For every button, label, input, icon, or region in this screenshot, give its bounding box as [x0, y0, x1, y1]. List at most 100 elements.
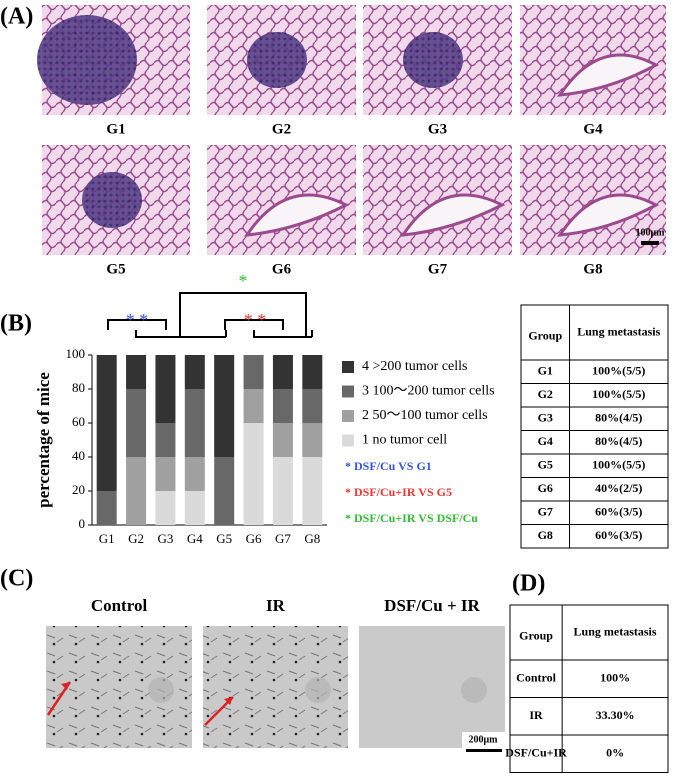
image-caption: Control [91, 596, 148, 615]
image-caption: G4 [583, 121, 603, 137]
image-caption: DSF/Cu + IR [384, 596, 480, 615]
table-cell: 60%(3/5) [595, 505, 642, 519]
bar-segment [155, 423, 176, 457]
airway [556, 53, 660, 97]
panel-label: (B) [0, 311, 32, 337]
bar-segment [243, 355, 264, 389]
significance-mark: * * [126, 310, 149, 330]
legend-label: 3 100～200 tumor cells [362, 384, 495, 399]
table-cell: 100%(5/5) [592, 364, 645, 378]
bar-segment [214, 457, 235, 525]
table-cell: 0% [606, 746, 624, 760]
scale-bar-bg [462, 732, 505, 748]
table-cell: 80%(4/5) [595, 411, 642, 425]
airway [399, 193, 506, 237]
bar-segment [302, 389, 323, 423]
legend-label: 1 no tumor cell [362, 433, 447, 448]
bar-segment [126, 389, 147, 457]
x-tick-label: G2 [128, 531, 144, 546]
image-caption: G2 [272, 121, 291, 137]
x-tick-label: G5 [216, 531, 232, 546]
y-tick-label: 20 [72, 482, 85, 497]
significance-mark: * * [244, 310, 267, 330]
legend-label: 4 >200 tumor cells [362, 359, 468, 374]
bar-segment [184, 457, 205, 491]
bar-segment [155, 491, 176, 525]
table-header: Group [519, 628, 553, 642]
legend-swatch [342, 361, 354, 373]
panel-label: (D) [512, 571, 545, 597]
x-tick-label: G4 [187, 531, 203, 546]
scale-bar-label: 200μm [469, 734, 499, 745]
table-cell: G2 [538, 387, 553, 401]
artifact [305, 677, 331, 703]
table-cell: G3 [538, 411, 553, 425]
table-cell: 100%(5/5) [592, 458, 645, 472]
airway [556, 193, 660, 237]
image-caption: G7 [428, 261, 448, 277]
panel-label: (A) [0, 4, 33, 30]
table-cell: 60%(3/5) [595, 528, 642, 542]
annotation: * DSF/Cu+IR VS DSF/Cu [345, 511, 478, 525]
tissue-lesion [247, 32, 307, 88]
table-cell: G7 [538, 505, 553, 519]
tissue-lesion [82, 172, 142, 228]
x-tick-label: G6 [246, 531, 262, 546]
annotation: * DSF/Cu VS G1 [345, 459, 432, 473]
y-tick-label: 0 [79, 516, 86, 531]
bar-segment [155, 457, 176, 491]
bar-segment [184, 355, 205, 389]
bar-segment [302, 457, 323, 525]
image-caption: G5 [106, 261, 125, 277]
airway [243, 193, 350, 237]
table-header: Lung metastasis [574, 624, 657, 638]
bar-segment [243, 423, 264, 525]
table-header: Group [528, 328, 562, 342]
artifact [148, 677, 174, 703]
x-tick-label: G8 [304, 531, 320, 546]
y-axis-label: percentage of mice [34, 372, 53, 508]
y-tick-label: 40 [72, 448, 85, 463]
panel-label: (C) [0, 566, 33, 592]
bracket [224, 319, 313, 338]
scale-bar [466, 749, 502, 752]
bar-segment [155, 355, 176, 423]
tissue-lesion [37, 15, 137, 105]
bar-segment [243, 389, 264, 423]
arrow-head [61, 682, 70, 690]
scale-bar-label: 100μm [636, 227, 666, 238]
table-cell: 33.30% [596, 708, 635, 722]
legend-swatch [342, 385, 354, 398]
table-cell: G8 [538, 528, 553, 542]
legend-swatch [342, 410, 354, 422]
bar-segment [96, 491, 117, 525]
image-caption: G1 [106, 121, 125, 137]
image-caption: G3 [428, 121, 447, 137]
table-cell: 40%(2/5) [595, 481, 642, 495]
table-cell: DSF/Cu+IR [505, 746, 567, 760]
x-tick-label: G3 [157, 531, 173, 546]
bar-segment [272, 457, 293, 525]
table-cell: 100% [600, 671, 630, 685]
bar-segment [302, 355, 323, 389]
tissue-lesion [403, 32, 463, 88]
table-cell: G6 [538, 481, 553, 495]
table-cell: G4 [538, 434, 553, 448]
image-caption: G8 [583, 261, 602, 277]
significance-mark: * [239, 271, 248, 291]
bracket [107, 319, 227, 338]
image-caption: G6 [272, 261, 292, 277]
bar-segment [126, 355, 147, 389]
bar-segment [272, 355, 293, 389]
table-cell: IR [529, 708, 543, 722]
table-cell: G1 [538, 364, 553, 378]
y-tick-label: 60 [72, 414, 85, 429]
table-cell: G5 [538, 458, 553, 472]
table-cell: 80%(4/5) [595, 434, 642, 448]
x-tick-label: G1 [99, 531, 115, 546]
table-cell: 100%(5/5) [592, 387, 645, 401]
bar-segment [184, 491, 205, 525]
image-caption: IR [266, 596, 286, 615]
scale-bar [641, 241, 659, 245]
artifact [461, 677, 487, 703]
